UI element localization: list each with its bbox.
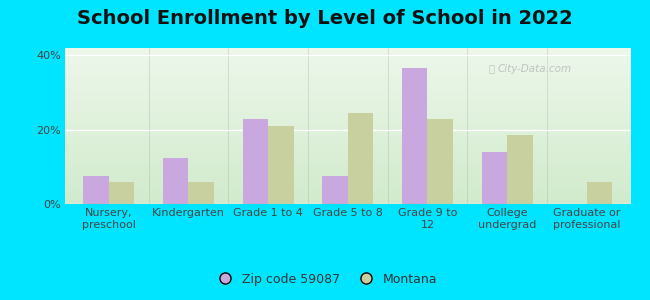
Bar: [482, 152, 507, 204]
Bar: [109, 182, 135, 204]
Bar: [163, 158, 188, 204]
Bar: [188, 182, 214, 204]
Legend: Zip code 59087, Montana: Zip code 59087, Montana: [207, 268, 443, 291]
Bar: [507, 135, 532, 204]
Bar: [268, 126, 294, 204]
Bar: [322, 176, 348, 204]
Text: City-Data.com: City-Data.com: [497, 64, 571, 74]
Text: ⓘ: ⓘ: [489, 64, 495, 74]
Bar: [83, 176, 109, 204]
Bar: [348, 113, 373, 204]
Bar: [428, 118, 453, 204]
Bar: [242, 118, 268, 204]
Bar: [402, 68, 428, 204]
Text: School Enrollment by Level of School in 2022: School Enrollment by Level of School in …: [77, 9, 573, 28]
Bar: [587, 182, 612, 204]
